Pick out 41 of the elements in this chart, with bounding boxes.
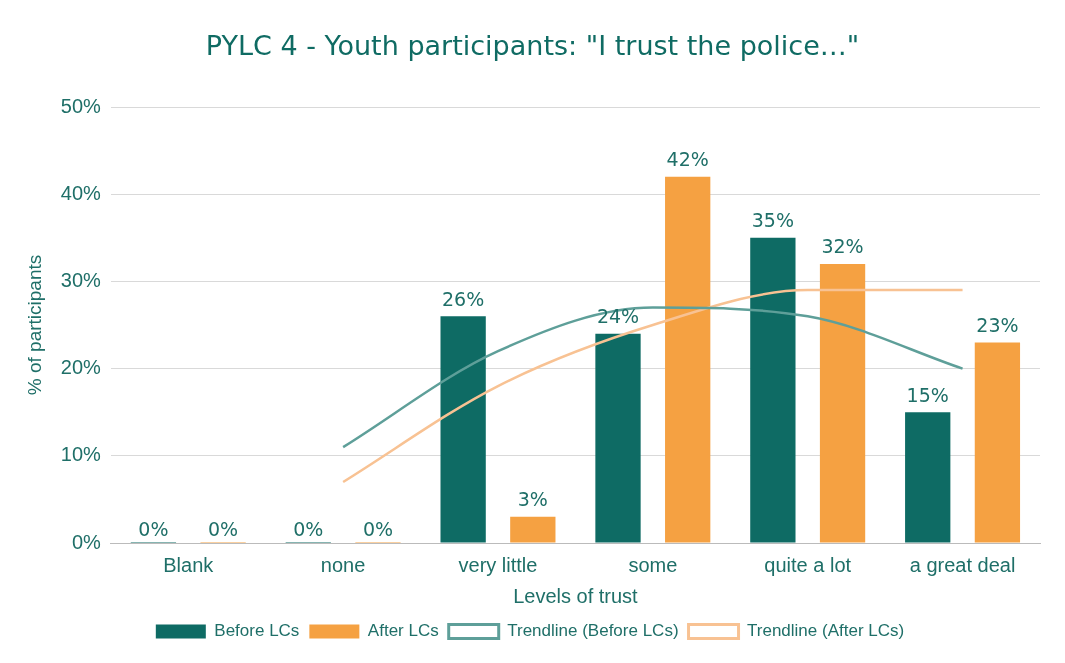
data-label: 3%	[517, 488, 548, 511]
y-tick-label: 40%	[60, 181, 102, 204]
bar	[665, 176, 711, 543]
data-label: 32%	[821, 235, 864, 258]
data-label: 0%	[293, 518, 324, 541]
y-tick-label: 50%	[60, 94, 102, 117]
legend-label: Before LCs	[214, 621, 300, 641]
x-axis-title: Levels of trust	[513, 584, 639, 607]
line-series	[341, 306, 964, 449]
legend-label: Trendline (Before LCs)	[507, 621, 679, 641]
x-tick-label: very little	[458, 553, 538, 576]
x-tick-label: none	[320, 553, 366, 576]
x-tick-label: Blank	[163, 553, 215, 576]
data-label: 23%	[976, 313, 1019, 336]
x-tick-label: a great deal	[909, 553, 1016, 576]
line-series	[341, 288, 964, 484]
y-tick-label: 30%	[60, 268, 102, 291]
bar	[510, 516, 556, 543]
data-label: 0%	[138, 518, 169, 541]
legend-label: Trendline (After LCs)	[747, 621, 905, 641]
bar	[595, 333, 641, 543]
y-axis-title: % of participants	[23, 254, 45, 396]
bar	[974, 342, 1021, 543]
x-tick-label: some	[628, 553, 678, 576]
x-tick-label: quite a lot	[764, 553, 852, 576]
data-label: 24%	[596, 305, 640, 328]
legend-label: After LCs	[367, 621, 439, 641]
data-label: 26%	[442, 287, 485, 310]
bar	[440, 316, 486, 543]
bar	[750, 237, 796, 543]
data-label: 15%	[906, 383, 949, 406]
data-label: 42%	[666, 148, 709, 171]
bar	[819, 263, 866, 543]
y-tick-label: 20%	[60, 356, 102, 379]
data-label: 35%	[751, 209, 794, 232]
data-label: 0%	[362, 518, 394, 541]
y-tick-label: 0%	[71, 530, 102, 553]
chart-title: PYLC 4 - Youth participants: "I trust the police…"	[204, 30, 861, 61]
bar	[905, 412, 951, 543]
y-tick-label: 10%	[60, 443, 102, 466]
data-label: 0%	[208, 518, 239, 541]
